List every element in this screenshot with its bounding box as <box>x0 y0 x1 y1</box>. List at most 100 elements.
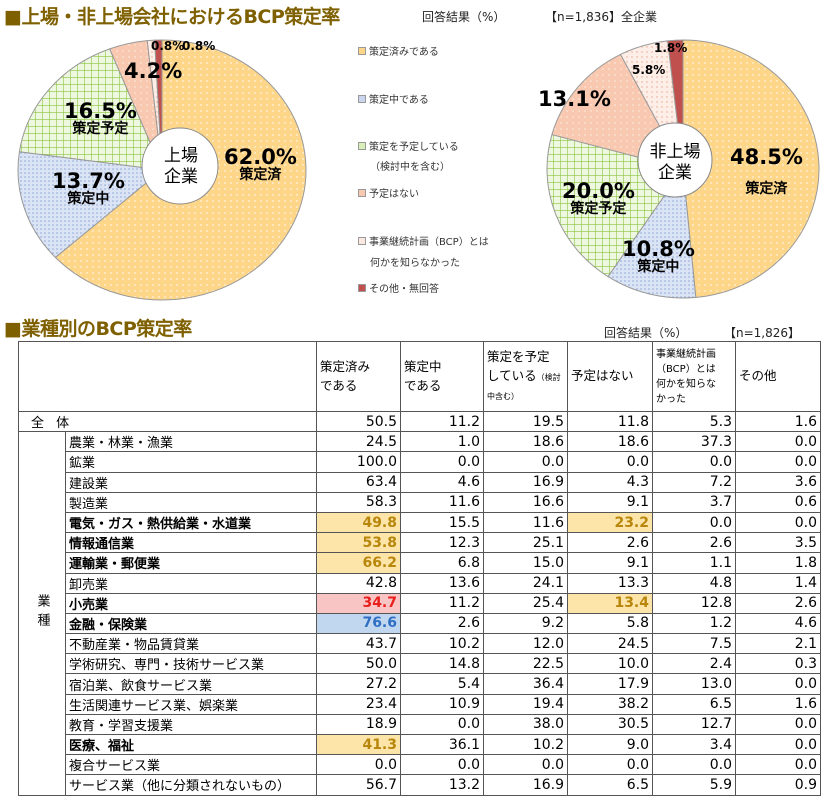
cell-value: 4.3 <box>567 471 653 493</box>
pie2-label-2: 20.0% 策定予定 <box>562 179 635 218</box>
table-row: 小売業 34.7 11.2 25.4 13.4 12.8 2.6 <box>19 592 821 614</box>
legend-item-5: その他・無回答 <box>358 280 439 295</box>
table-row: 情報通信業 53.8 12.3 25.1 2.6 2.6 3.5 <box>19 532 821 554</box>
table-row: 生活関連サービス業、娯楽業 23.4 10.9 19.4 38.2 6.5 1.6 <box>19 693 821 715</box>
cell-value: 0.6 <box>735 491 821 513</box>
table-row: 建設業 63.4 4.6 16.9 4.3 7.2 3.6 <box>19 471 821 493</box>
table-sample: 【n=1,826】 <box>724 326 801 340</box>
row-name: サービス業（他に分類されないもの） <box>65 774 317 796</box>
cell-value: 27.2 <box>316 673 401 695</box>
cell-value: 16.9 <box>483 471 568 493</box>
cell-value: 0.0 <box>400 451 484 473</box>
pie2-slice-0 <box>682 39 820 298</box>
cell-value: 3.6 <box>735 471 821 493</box>
pie2-label-4: 5.8% <box>632 63 666 77</box>
pie2-center-label: 非上場 企業 <box>649 142 701 184</box>
cell-value: 10.2 <box>400 633 484 655</box>
chart-title: ■上場・非上場会社におけるBCP策定率 <box>4 6 340 28</box>
header-blank <box>18 341 317 412</box>
cell-value: 53.8 <box>316 532 401 554</box>
row-name: 製造業 <box>65 491 317 513</box>
cell-value: 10.2 <box>483 733 568 756</box>
cell-value: 18.6 <box>483 431 568 453</box>
cell-value: 15.0 <box>483 552 568 574</box>
cell-value: 6.8 <box>400 552 484 574</box>
table-row: 金融・保険業 76.6 2.6 9.2 5.8 1.2 4.6 <box>19 612 821 635</box>
cell-value: 63.4 <box>316 471 401 493</box>
table-row: 業種 農業・林業・漁業 24.5 1.0 18.6 18.6 37.3 0.0 <box>18 431 821 796</box>
cell-value: 4.6 <box>400 471 484 493</box>
cell-value: 0.0 <box>735 451 821 473</box>
cell-value: 0.0 <box>735 673 821 695</box>
cell-value: 4.6 <box>735 612 821 635</box>
cell-value: 66.2 <box>316 552 401 574</box>
cell-value: 2.6 <box>567 532 653 554</box>
legend-swatch <box>358 94 366 103</box>
row-name: 鉱業 <box>65 451 317 473</box>
cell-value: 6.5 <box>567 774 653 796</box>
cell-value: 17.9 <box>567 673 653 695</box>
column-header: その他 <box>735 341 821 412</box>
legend-item-2: 策定を予定している <box>358 138 459 153</box>
cell-value: 0.0 <box>652 511 736 534</box>
row-name: 電気・ガス・熱供給業・水道業 <box>65 511 317 534</box>
column-header: 策定を予定 している（検討中含む） <box>483 341 568 412</box>
cell-value: 11.6 <box>483 511 568 534</box>
cell-value: 12.0 <box>483 633 568 655</box>
table-row: 学術研究、専門・技術サービス業 50.0 14.8 22.5 10.0 2.4 0.3 <box>19 653 821 675</box>
table-row: 宿泊業、飲食サービス業 27.2 5.4 36.4 17.9 13.0 0.0 <box>19 673 821 695</box>
cell-value: 2.4 <box>652 653 736 675</box>
cell-value: 13.0 <box>652 673 736 695</box>
cell-value: 5.4 <box>400 673 484 695</box>
cell-value: 15.5 <box>400 511 484 534</box>
cell-value: 1.6 <box>735 693 821 715</box>
legend-swatch <box>358 141 366 150</box>
legend-swatch <box>358 188 366 197</box>
legend-item-3: 予定はない <box>358 185 419 200</box>
cell-value: 0.0 <box>652 754 736 776</box>
table-row: 電気・ガス・熱供給業・水道業 49.8 15.5 11.6 23.2 0.0 0.0 <box>19 511 821 534</box>
legend-swatch <box>358 236 366 245</box>
cell-value: 12.7 <box>652 713 736 736</box>
row-name: 医療、福祉 <box>65 733 317 756</box>
cell-value: 25.4 <box>483 592 568 614</box>
pie-charts <box>17 39 820 301</box>
row-name: 建設業 <box>65 471 317 493</box>
cell-value: 23.4 <box>316 693 401 715</box>
cell-value: 7.5 <box>652 633 736 655</box>
table-row: 鉱業 100.0 0.0 0.0 0.0 0.0 0.0 <box>19 451 821 473</box>
pie1-label-2: 16.5% 策定予定 <box>64 99 137 138</box>
row-name: 農業・林業・漁業 <box>65 431 317 453</box>
cell-value: 2.6 <box>652 532 736 554</box>
cell-value: 7.2 <box>652 471 736 493</box>
cell-value: 11.6 <box>400 491 484 513</box>
column-note: （検討中含む） <box>487 373 561 401</box>
cell-value: 3.7 <box>652 491 736 513</box>
group-label: 業種 <box>18 431 66 796</box>
cell-value: 3.4 <box>652 733 736 756</box>
row-name: 不動産業・物品賃貸業 <box>65 633 317 655</box>
cell-value: 0.0 <box>567 754 653 776</box>
cell-value: 16.6 <box>483 491 568 513</box>
legend-item-4: 事業継続計画（BCP）とは <box>358 233 489 248</box>
cell-value: 3.5 <box>735 532 821 554</box>
cell-value: 5.8 <box>567 612 653 635</box>
cell-value: 1.2 <box>652 612 736 635</box>
table-row: 教育・学習支援業 18.9 0.0 38.0 30.5 12.7 0.0 <box>19 713 821 736</box>
legend-item-1: 策定中である <box>358 91 429 106</box>
pie2-hole <box>637 122 713 198</box>
cell-value: 0.0 <box>735 733 821 756</box>
cell-value: 0.0 <box>652 451 736 473</box>
cell-value: 42.8 <box>316 572 401 594</box>
unit-label: 回答結果（%） <box>422 10 506 24</box>
cell-value: 58.3 <box>316 491 401 513</box>
cell-value: 0.0 <box>400 754 484 776</box>
cell-value: 36.1 <box>400 733 484 756</box>
row-name: 小売業 <box>65 592 317 614</box>
pie2-label-0: 48.5% 策定済 <box>730 145 803 198</box>
cell-value: 12.3 <box>400 532 484 554</box>
pie1-label-1: 13.7% 策定中 <box>52 169 125 208</box>
cell-value: 13.3 <box>567 572 653 594</box>
pie1-label-4: 0.8% <box>151 39 185 53</box>
pie2-label-1: 10.8% 策定中 <box>622 237 695 276</box>
